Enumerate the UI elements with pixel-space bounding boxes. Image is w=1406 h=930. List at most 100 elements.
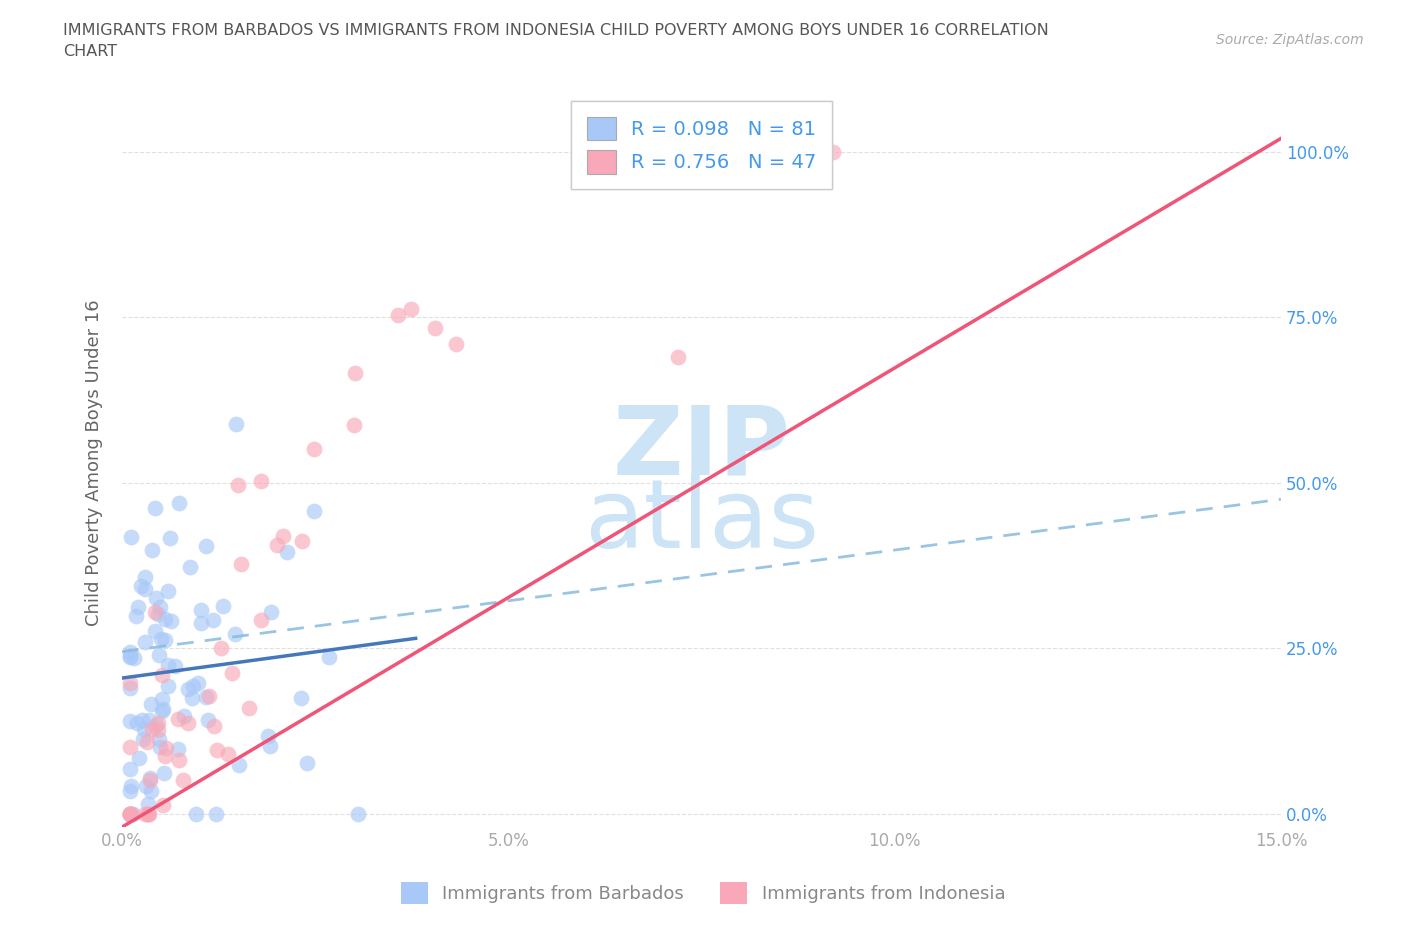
Point	[194, 690, 217, 705]
Point	[666, 350, 689, 365]
Point	[150, 692, 173, 707]
Point	[190, 616, 212, 631]
Point	[143, 604, 166, 619]
Point	[155, 748, 177, 763]
Point	[198, 689, 221, 704]
Point	[118, 784, 141, 799]
Point	[128, 751, 150, 766]
Point	[118, 806, 141, 821]
Text: Source: ZipAtlas.com: Source: ZipAtlas.com	[1216, 33, 1364, 46]
Point	[347, 806, 370, 821]
Legend: Immigrants from Barbados, Immigrants from Indonesia: Immigrants from Barbados, Immigrants fro…	[394, 875, 1012, 911]
Point	[120, 778, 142, 793]
Point	[118, 806, 141, 821]
Point	[266, 537, 288, 551]
Point	[160, 614, 183, 629]
Point	[152, 765, 174, 780]
Point	[197, 713, 219, 728]
Point	[118, 806, 141, 821]
Point	[226, 477, 249, 492]
Point	[179, 559, 201, 574]
Point	[118, 644, 141, 659]
Point	[156, 658, 179, 672]
Point	[229, 557, 252, 572]
Point	[163, 658, 186, 673]
Point	[145, 591, 167, 605]
Point	[139, 784, 162, 799]
Point	[149, 599, 172, 614]
Point	[276, 545, 298, 560]
Point	[167, 496, 190, 511]
Point	[318, 649, 340, 664]
Point	[172, 773, 194, 788]
Point	[167, 752, 190, 767]
Point	[149, 739, 172, 754]
Point	[118, 680, 141, 695]
Point	[181, 691, 204, 706]
Point	[148, 647, 170, 662]
Point	[177, 716, 200, 731]
Point	[118, 806, 141, 821]
Point	[150, 704, 173, 719]
Point	[217, 747, 239, 762]
Point	[143, 501, 166, 516]
Point	[153, 633, 176, 648]
Point	[118, 762, 141, 777]
Point	[135, 778, 157, 793]
Point	[136, 797, 159, 812]
Point	[139, 771, 162, 786]
Point	[209, 640, 232, 655]
Point	[249, 612, 271, 627]
Point	[152, 797, 174, 812]
Point	[156, 678, 179, 693]
Point	[125, 716, 148, 731]
Point	[138, 772, 160, 787]
Point	[118, 648, 141, 663]
Point	[134, 582, 156, 597]
Point	[224, 627, 246, 642]
Point	[181, 678, 204, 693]
Point	[134, 570, 156, 585]
Point	[259, 738, 281, 753]
Point	[146, 715, 169, 730]
Point	[138, 806, 160, 821]
Text: IMMIGRANTS FROM BARBADOS VS IMMIGRANTS FROM INDONESIA CHILD POVERTY AMONG BOYS U: IMMIGRANTS FROM BARBADOS VS IMMIGRANTS F…	[63, 23, 1049, 60]
Point	[399, 301, 422, 316]
Point	[190, 603, 212, 618]
Point	[152, 701, 174, 716]
Point	[118, 675, 141, 690]
Point	[134, 722, 156, 737]
Point	[177, 682, 200, 697]
Point	[150, 631, 173, 646]
Point	[118, 806, 141, 821]
Point	[131, 578, 153, 593]
Point	[146, 606, 169, 621]
Point	[343, 418, 366, 432]
Point	[167, 711, 190, 726]
Point	[821, 144, 844, 159]
Point	[173, 709, 195, 724]
Point	[120, 529, 142, 544]
Point	[143, 623, 166, 638]
Point	[132, 731, 155, 746]
Point	[271, 528, 294, 543]
Point	[155, 740, 177, 755]
Point	[166, 741, 188, 756]
Point	[297, 756, 319, 771]
Point	[304, 503, 326, 518]
Point	[228, 757, 250, 772]
Point	[201, 613, 224, 628]
Text: atlas: atlas	[583, 474, 820, 567]
Point	[134, 806, 156, 821]
Point	[118, 649, 141, 664]
Point	[148, 732, 170, 747]
Point	[290, 690, 312, 705]
Point	[138, 712, 160, 727]
Point	[291, 533, 314, 548]
Point	[156, 583, 179, 598]
Point	[257, 728, 280, 743]
Point	[136, 735, 159, 750]
Point	[124, 650, 146, 665]
Text: ZIP: ZIP	[613, 402, 790, 495]
Point	[250, 474, 273, 489]
